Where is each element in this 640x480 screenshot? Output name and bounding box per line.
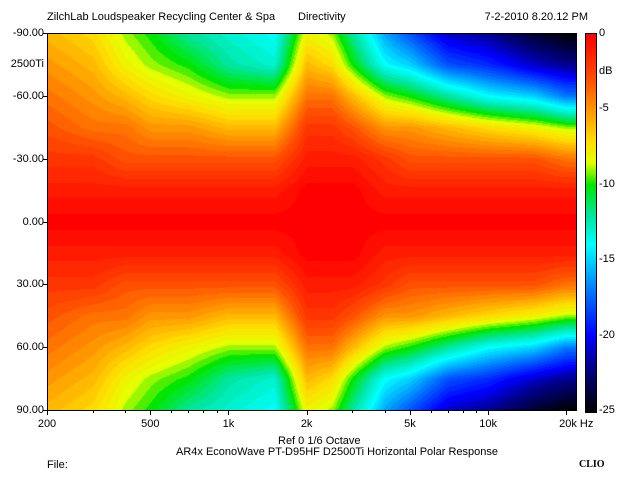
measurement-title: AR4x EconoWave PT-D95HF D2500Ti Horizont… bbox=[176, 446, 498, 458]
y-tick-label: 30.00 bbox=[16, 278, 44, 291]
x-minor-tick-mark bbox=[447, 411, 449, 413]
header-chart-title: Directivity bbox=[298, 11, 346, 23]
heatmap-canvas bbox=[47, 33, 577, 411]
y-tick-label: 90.00 bbox=[16, 404, 44, 416]
x-minor-tick-mark bbox=[352, 411, 354, 413]
x-tick-label: 10k bbox=[479, 418, 497, 430]
colorbar-unit-label: dB bbox=[599, 65, 613, 77]
x-tick-label: 20k Hz bbox=[559, 418, 594, 430]
x-minor-tick-mark bbox=[384, 411, 386, 413]
colorbar-tick-label: 0 bbox=[599, 27, 606, 39]
y-tick-mark bbox=[43, 158, 47, 160]
x-tick-label: 1k bbox=[222, 418, 235, 430]
y-tick-label: -60.00 bbox=[12, 89, 44, 102]
x-tick-mark bbox=[47, 411, 48, 415]
colorbar-tick-label: -10 bbox=[599, 177, 615, 190]
x-minor-tick-mark bbox=[92, 411, 94, 413]
x-minor-tick-mark bbox=[188, 411, 190, 413]
y-tick-mark bbox=[43, 95, 47, 97]
y-tick-mark bbox=[43, 284, 47, 286]
colorbar-canvas bbox=[585, 33, 597, 413]
colorbar-tick-label: -15 bbox=[599, 253, 615, 266]
x-tick-mark bbox=[150, 411, 152, 415]
colorbar bbox=[585, 33, 597, 413]
x-minor-tick-mark bbox=[216, 411, 218, 413]
header-lab-name: ZilchLab Loudspeaker Recycling Center & … bbox=[47, 11, 276, 23]
y-tick-label: 0.00 bbox=[22, 215, 44, 228]
x-tick-mark bbox=[566, 411, 568, 415]
directivity-plot-area bbox=[47, 33, 577, 411]
y-tick-label: 60.00 bbox=[16, 341, 44, 354]
x-minor-tick-mark bbox=[430, 411, 432, 413]
y-tick-mark bbox=[43, 347, 47, 349]
y-tick-label: -30.00 bbox=[12, 152, 44, 165]
clio-brand: CLIO bbox=[579, 459, 605, 470]
file-label: File: bbox=[47, 459, 68, 471]
colorbar-tick-label: -20 bbox=[599, 328, 615, 341]
x-tick-label: 500 bbox=[141, 418, 160, 430]
y-tick-label: -90.00 bbox=[12, 27, 44, 39]
x-minor-tick-mark bbox=[203, 411, 205, 413]
y-tick-mark bbox=[43, 33, 47, 34]
header-timestamp: 7-2-2010 8.20.12 PM bbox=[484, 11, 588, 23]
x-tick-mark bbox=[409, 411, 411, 415]
x-tick-mark bbox=[488, 411, 490, 415]
x-tick-label: 2k bbox=[300, 418, 313, 430]
y-tick-mark bbox=[43, 410, 47, 411]
x-minor-tick-mark bbox=[476, 411, 478, 413]
x-tick-mark bbox=[306, 411, 308, 415]
x-minor-tick-mark bbox=[125, 411, 127, 413]
x-tick-mark bbox=[228, 411, 230, 415]
x-minor-tick-mark bbox=[170, 411, 172, 413]
x-tick-label: 200 bbox=[37, 418, 57, 430]
y-tick-mark bbox=[43, 221, 47, 223]
colorbar-tick-label: -5 bbox=[599, 102, 609, 115]
x-tick-label: 5k bbox=[404, 418, 416, 430]
reference-line: Ref 0 1/6 Octave bbox=[278, 435, 361, 447]
x-minor-tick-mark bbox=[462, 411, 464, 413]
y-annotation-label: 2500Ti bbox=[10, 58, 44, 71]
colorbar-tick-label: -25 bbox=[599, 404, 615, 416]
